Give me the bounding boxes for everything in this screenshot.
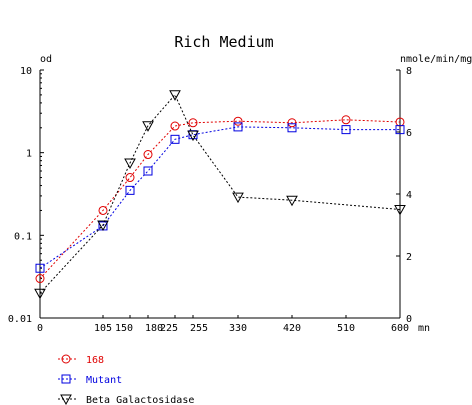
x-tick-label: 150 [115, 323, 133, 334]
x-tick-label: 420 [283, 323, 301, 334]
left-tick-label: 10 [20, 66, 32, 77]
data-point-square [143, 166, 153, 176]
data-point-square [170, 134, 180, 144]
data-point-triangle [286, 195, 298, 207]
left-tick-label: 0.1 [14, 231, 32, 242]
data-point-triangle [232, 192, 244, 204]
legend-label: 168 [86, 355, 104, 366]
data-point-circle [188, 118, 198, 128]
right-tick-label: 6 [406, 128, 412, 139]
data-point-circle [98, 205, 108, 215]
series-beta-galactosidase [34, 90, 406, 300]
data-point-circle [341, 115, 351, 125]
x-tick-label: 0 [37, 323, 43, 334]
left-axis-ticks: 0.01 0.1 1 10 [8, 66, 44, 325]
right-axis-label: nmole/min/mg [400, 54, 472, 65]
data-point-triangle [124, 158, 136, 170]
data-point-square [125, 185, 135, 195]
x-tick-label: 255 [190, 323, 208, 334]
data-point-square [61, 374, 71, 384]
data-point-circle [35, 274, 45, 284]
data-point-circle [61, 354, 71, 364]
x-tick-label: 510 [337, 323, 355, 334]
legend-entry: Mutant [58, 374, 122, 386]
data-point-circle [170, 121, 180, 131]
data-point-triangle [187, 130, 199, 142]
data-point-triangle [60, 394, 72, 405]
legend-entry: 168 [58, 354, 104, 366]
data-point-triangle [34, 288, 46, 300]
legend-label: Beta Galactosidase [86, 395, 194, 405]
series-layer [34, 90, 406, 300]
legend: 168 Mutant Beta Galactosidase [58, 354, 194, 405]
data-point-square [233, 122, 243, 132]
right-tick-label: 4 [406, 190, 412, 201]
x-tick-label: 330 [229, 323, 247, 334]
data-point-triangle [142, 121, 154, 132]
data-point-circle [143, 150, 153, 160]
data-point-triangle [169, 90, 181, 101]
data-point-triangle [97, 220, 109, 232]
right-tick-label: 0 [406, 314, 412, 325]
series-168 [35, 115, 405, 284]
series-mutant [35, 122, 405, 273]
chart-title: Rich Medium [174, 33, 273, 51]
left-axis-label: od [40, 54, 52, 65]
data-point-square [341, 125, 351, 135]
left-tick-label: 0.01 [8, 314, 32, 325]
data-point-square [35, 263, 45, 273]
data-point-triangle [394, 205, 406, 216]
x-axis-label: mn [418, 323, 430, 334]
data-point-circle [125, 173, 135, 183]
left-tick-label: 1 [26, 149, 32, 160]
series-line [39, 119, 401, 279]
data-point-circle [287, 118, 297, 128]
data-point-square [395, 125, 405, 135]
x-tick-label: 105 [94, 323, 112, 334]
right-tick-label: 2 [406, 252, 412, 263]
series-line [39, 93, 401, 294]
series-line [39, 126, 400, 269]
x-tick-label: 180 [145, 323, 163, 334]
data-point-square [287, 123, 297, 133]
data-point-circle [233, 116, 243, 126]
legend-label: Mutant [86, 375, 122, 386]
x-tick-label: 225 [160, 323, 178, 334]
right-axis-ticks: 0 2 4 6 8 [396, 66, 412, 325]
right-tick-label: 8 [406, 66, 412, 77]
x-tick-label: 600 [391, 323, 409, 334]
legend-entry: Beta Galactosidase [58, 394, 194, 405]
